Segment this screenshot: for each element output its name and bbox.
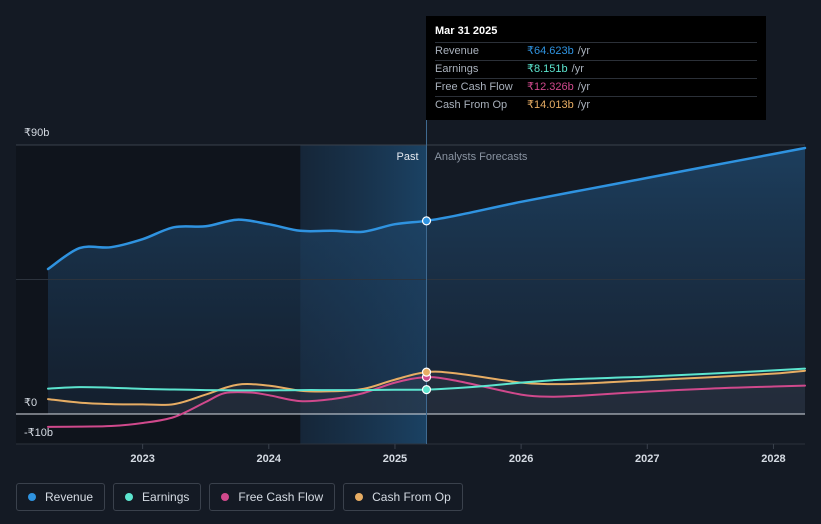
legend-label: Cash From Op — [372, 490, 451, 504]
legend: Revenue Earnings Free Cash Flow Cash Fro… — [16, 483, 463, 511]
x-tick-label: 2027 — [635, 453, 659, 465]
tooltip-unit: /yr — [577, 45, 590, 57]
tooltip-date: Mar 31 2025 — [435, 25, 498, 37]
tooltip-value: ₹64.623b — [527, 45, 574, 57]
x-tick-label: 2024 — [257, 453, 282, 465]
tooltip-value: ₹8.151b — [527, 63, 568, 75]
legend-label: Revenue — [45, 490, 94, 504]
tooltip-value: ₹14.013b — [527, 99, 574, 111]
tooltip-row-cash-from-op: Cash From Op ₹14.013b /yr — [435, 96, 757, 114]
forecast-label: Analysts Forecasts — [435, 151, 528, 163]
legend-label: Free Cash Flow — [238, 490, 324, 504]
x-tick-label: 2023 — [130, 453, 154, 465]
x-tick-label: 2028 — [761, 453, 785, 465]
revenue-line — [46, 146, 807, 271]
tooltip-value: ₹12.326b — [527, 81, 574, 93]
tooltip-label: Free Cash Flow — [435, 81, 513, 93]
legend-item-cash-from-op[interactable]: Cash From Op — [343, 483, 463, 511]
tooltip: Mar 31 2025 Revenue ₹64.623b /yr Earning… — [426, 16, 766, 120]
tooltip-label: Cash From Op — [435, 99, 508, 111]
earnings-line — [47, 367, 806, 392]
past-label: Past — [396, 151, 418, 163]
tooltip-row-earnings: Earnings ₹8.151b /yr — [435, 60, 757, 78]
tooltip-label: Earnings — [435, 63, 479, 75]
legend-dot-icon — [355, 493, 364, 501]
tooltip-row-free-cash-flow: Free Cash Flow ₹12.326b /yr — [435, 78, 757, 96]
tooltip-label: Revenue — [435, 45, 480, 57]
tooltip-unit: /yr — [577, 99, 590, 111]
legend-dot-icon — [125, 493, 134, 501]
y-tick-label: ₹0 — [24, 397, 37, 409]
legend-dot-icon — [221, 493, 230, 501]
x-tick-label: 2025 — [383, 453, 407, 465]
legend-dot-icon — [28, 493, 36, 501]
tooltip-row-revenue: Revenue ₹64.623b /yr — [435, 42, 757, 60]
legend-item-earnings[interactable]: Earnings — [113, 483, 202, 511]
earnings-marker — [421, 385, 432, 395]
tooltip-unit: /yr — [577, 81, 590, 93]
cash-from-op-marker — [421, 367, 432, 377]
free-cash-flow-line — [47, 376, 806, 428]
legend-item-free-cash-flow[interactable]: Free Cash Flow — [209, 483, 336, 511]
tooltip-unit: /yr — [571, 63, 584, 75]
y-tick-label: -₹10b — [24, 427, 53, 439]
cash-from-op-line — [47, 369, 806, 406]
legend-item-revenue[interactable]: Revenue — [16, 483, 106, 511]
revenue-marker — [421, 216, 432, 226]
legend-label: Earnings — [142, 490, 190, 504]
x-tick-label: 2026 — [509, 453, 533, 465]
y-tick-label: ₹90b — [24, 127, 49, 139]
